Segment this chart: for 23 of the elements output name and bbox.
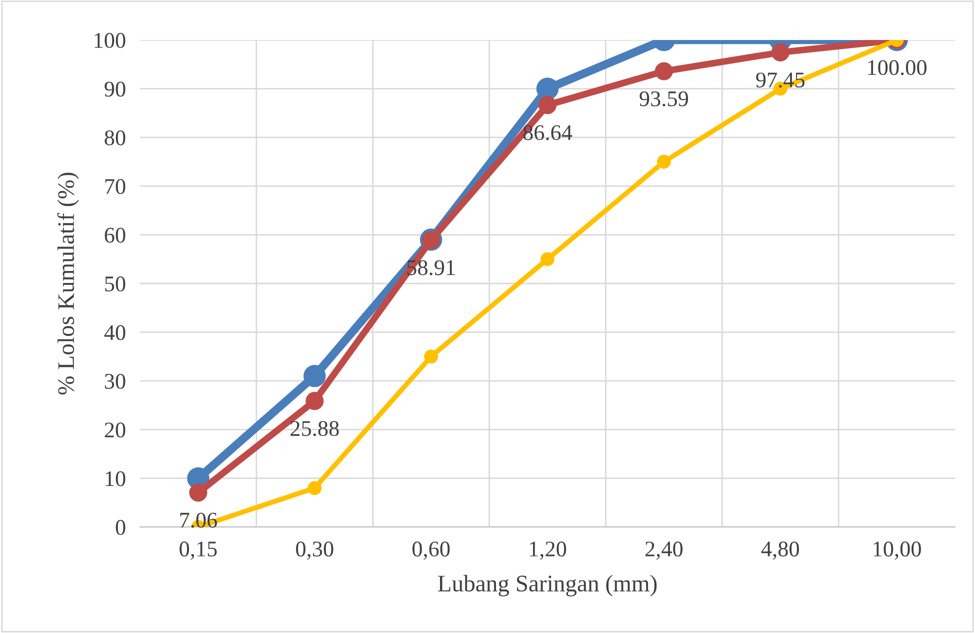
x-tick-label: 1,20 (530, 542, 566, 560)
x-tick-label: 0,60 (412, 542, 450, 560)
y-tick-label: 10 (106, 471, 126, 486)
y-tick-label: 100 (94, 32, 126, 48)
x-tick-label: 0,30 (296, 542, 334, 560)
y-tick-label: 80 (104, 130, 126, 146)
x-axis-title: Lubang Saringan (mm) (438, 574, 657, 596)
x-tick-label: 4,80 (761, 542, 799, 560)
y-tick-label: 30 (104, 374, 126, 389)
y-axis-title: % Lolos Kumulatif (%) (57, 172, 79, 394)
x-tick-label: 2,40 (645, 542, 683, 560)
data-label: 100.00 (868, 60, 926, 76)
y-tick-label: 50 (105, 276, 126, 292)
x-tick-label: 0,15 (180, 542, 217, 560)
y-tick-label: 0 (116, 520, 126, 535)
y-tick-label: 60 (104, 228, 126, 243)
x-tick-label: 10,00 (874, 542, 921, 560)
y-tick-label: 70 (105, 179, 126, 194)
data-label: 93.59 (640, 91, 688, 106)
y-tick-label: 40 (104, 325, 126, 340)
y-tick-label: 90 (104, 82, 126, 97)
data-label: 25.88 (290, 421, 339, 436)
y-tick-label: 20 (104, 422, 126, 438)
